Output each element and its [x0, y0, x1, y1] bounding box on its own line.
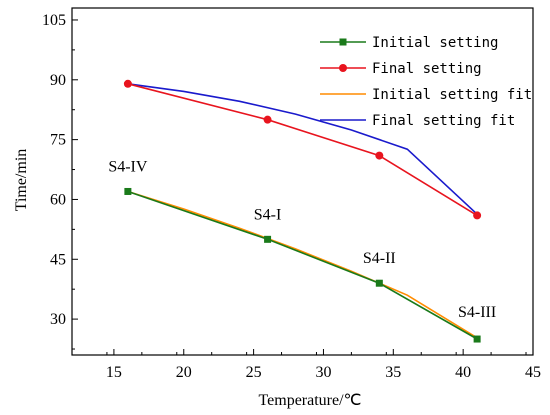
legend-marker: [339, 38, 347, 46]
legend-label: Initial setting fit: [372, 87, 532, 103]
x-tick-label: 35: [385, 364, 401, 381]
x-tick-label: 15: [106, 364, 122, 381]
data-point: [375, 151, 384, 160]
x-axis-title: Temperature/℃: [258, 392, 361, 409]
data-point: [473, 335, 481, 343]
x-tick-label: 25: [246, 364, 262, 381]
series-line: [127, 190, 478, 339]
y-tick-label: 30: [50, 311, 66, 328]
y-tick-label: 90: [50, 72, 66, 89]
plot-frame: [71, 7, 534, 356]
data-point: [264, 235, 272, 243]
legend-label: Final setting: [372, 61, 482, 77]
annotations: S4-IV S4-I S4-II S4-III: [108, 158, 496, 321]
x-tick-label: 40: [455, 364, 471, 381]
series-line: [127, 83, 478, 215]
y-tick-label: 75: [50, 132, 66, 149]
annotation-label: S4-II: [363, 250, 396, 267]
x-tick-label: 45: [525, 364, 541, 381]
legend: Initial setting Final setting Initial sett…: [320, 35, 532, 129]
series-line: [127, 83, 478, 217]
series-line: [127, 190, 478, 340]
y-tick-label: 60: [50, 191, 66, 208]
series-layer: [123, 79, 482, 343]
data-point: [123, 79, 132, 88]
legend-label: Final setting fit: [372, 113, 515, 129]
data-point: [263, 115, 272, 124]
data-point: [124, 187, 132, 195]
legend-label: Initial setting: [372, 35, 498, 51]
annotation-label: S4-IV: [108, 158, 148, 175]
data-point: [473, 211, 482, 220]
y-axis-title: Time/min: [13, 149, 30, 212]
data-point: [375, 279, 383, 287]
annotation-label: S4-I: [254, 206, 282, 223]
y-tick-label: 105: [42, 12, 66, 29]
x-tick-label: 20: [176, 364, 192, 381]
x-tick-label: 30: [315, 364, 331, 381]
y-tick-label: 45: [50, 251, 66, 268]
legend-marker: [339, 64, 347, 72]
axes: 15 20 25 30 35 40 45 30 45 60 75 90 105: [42, 7, 541, 381]
annotation-label: S4-III: [458, 304, 496, 321]
